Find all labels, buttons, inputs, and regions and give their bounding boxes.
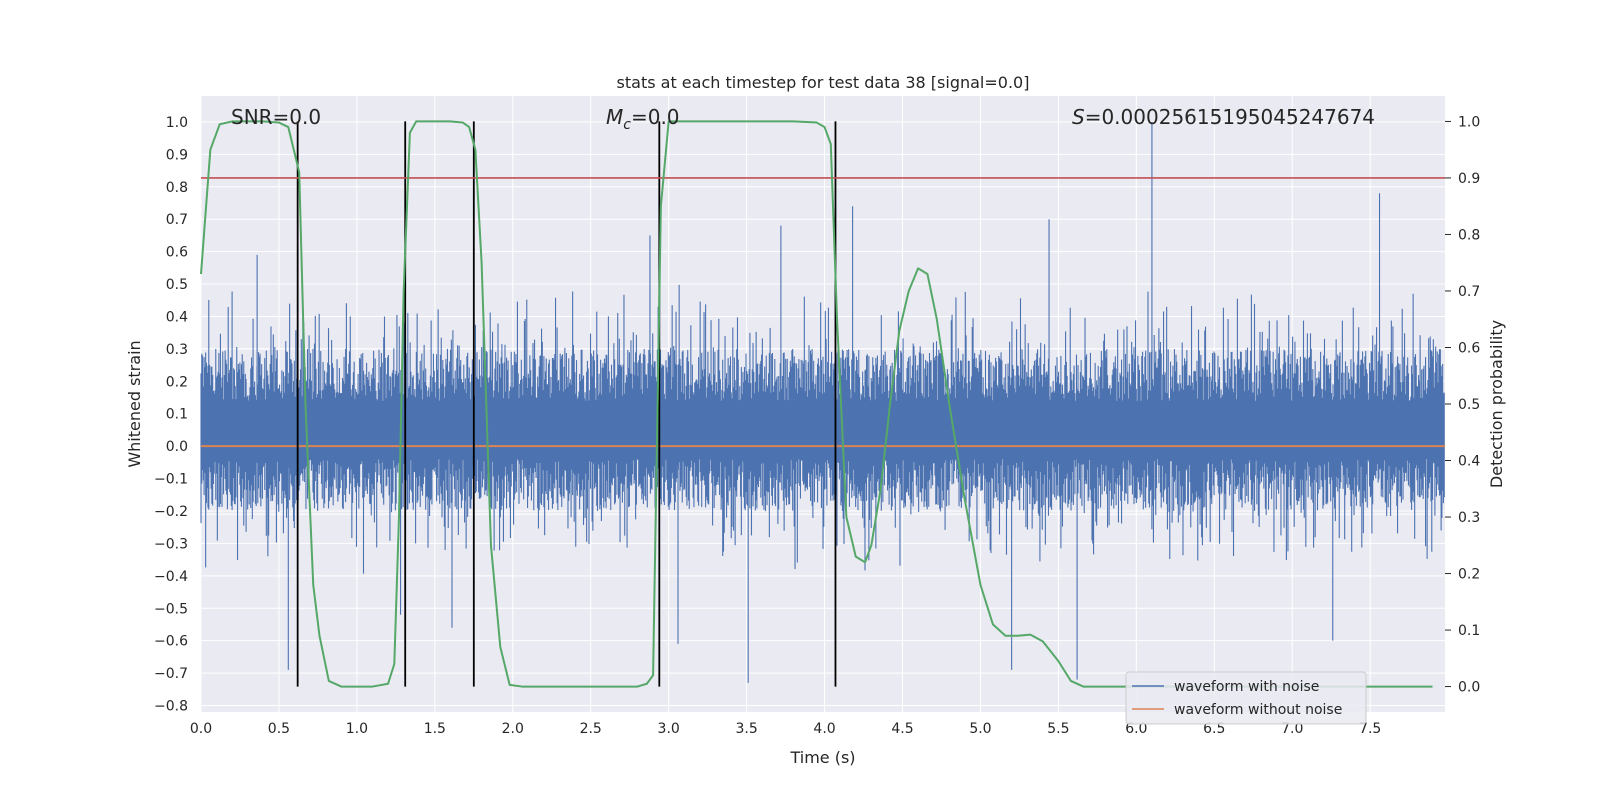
snr-annotation: SNR=0.0: [231, 105, 321, 129]
x-tick-label: 3.5: [735, 721, 757, 737]
chirp-mass-subscript: c: [623, 117, 631, 133]
y-right-tick-label: 0.6: [1458, 340, 1480, 356]
y-left-tick-labels: −0.8 −0.7 −0.6 −0.5 −0.4 −0.3 −0.2 −0.1 0.0 0.1 0.…: [154, 115, 188, 715]
y-right-tick-label: 0.5: [1458, 397, 1480, 413]
y-left-tick-label: 0.3: [166, 342, 188, 358]
noise-waveform: [200, 121, 1445, 683]
x-tick-label: 7.5: [1359, 721, 1381, 737]
x-tick-label: 1.0: [346, 721, 368, 737]
y-left-tick-label: 0.8: [166, 180, 188, 196]
y-right-tick-label: 0.1: [1458, 623, 1480, 639]
x-tick-label: 0.0: [190, 721, 212, 737]
y-right-tick-label: 0.8: [1458, 227, 1480, 243]
y-left-tick-label: −0.2: [154, 504, 188, 520]
x-tick-label: 7.0: [1281, 721, 1303, 737]
x-tick-label: 0.5: [268, 721, 290, 737]
statistic-symbol: S: [1072, 105, 1085, 129]
x-tick-labels: 0.0 0.5 1.0 1.5 2.0 2.5 3.0 3.5 4.0 4.5 5.0 5.5 6.0 6…: [190, 721, 1381, 737]
y-right-tick-label: 1.0: [1458, 114, 1480, 130]
x-tick-label: 6.0: [1125, 721, 1147, 737]
y-left-tick-label: −0.1: [154, 472, 188, 488]
y-left-tick-label: 0.5: [166, 277, 188, 293]
y-right-tick-label: 0.3: [1458, 510, 1480, 526]
x-tick-label: 6.5: [1203, 721, 1225, 737]
x-tick-label: 4.5: [891, 721, 913, 737]
y-left-tick-label: −0.4: [154, 569, 188, 585]
x-tick-label: 1.5: [424, 721, 446, 737]
x-tick-label: 4.0: [813, 721, 835, 737]
legend: waveform with noise waveform without noi…: [1125, 671, 1367, 725]
y-left-tick-label: −0.8: [154, 699, 188, 715]
y-left-tick-label: 1.0: [166, 115, 188, 131]
legend-label-noise: waveform with noise: [1174, 679, 1319, 695]
chirp-mass-value: =0.0: [631, 105, 680, 129]
x-tick-label: 2.5: [580, 721, 602, 737]
chirp-mass-symbol: M: [606, 105, 623, 129]
y-right-tick-label: 0.4: [1458, 454, 1480, 470]
event-lines: [296, 121, 837, 687]
y-right-tick-label: 0.0: [1458, 680, 1480, 696]
y-right-tick-label: 0.7: [1458, 284, 1480, 300]
y-left-tick-label: −0.5: [154, 601, 188, 617]
y-left-tick-label: 0.4: [166, 309, 188, 325]
y-left-tick-label: 0.6: [166, 245, 188, 261]
statistic-annotation: S=0.0002561519504524767​4: [1072, 105, 1375, 129]
y-left-tick-label: −0.7: [154, 666, 188, 682]
y-left-tick-label: 0.1: [166, 407, 188, 423]
y-right-axis-label: Detection probability: [1487, 320, 1506, 488]
noise-series-path: [200, 121, 1445, 683]
y-right-tick-label: 0.9: [1458, 171, 1480, 187]
y-left-tick-label: −0.6: [154, 634, 188, 650]
y-left-tick-label: 0.9: [166, 147, 188, 163]
y-right-tick-label: 0.2: [1458, 567, 1480, 583]
x-tick-label: 5.5: [1047, 721, 1069, 737]
y-right-tick-labels: 0.0 0.1 0.2 0.3 0.4 0.5 0.6 0.7 0.8 0.9 1.0: [1445, 114, 1480, 696]
x-tick-label: 5.0: [969, 721, 991, 737]
y-left-axis-label: Whitened strain: [125, 340, 144, 467]
probability-series-path: [200, 120, 1433, 688]
x-axis-label: Time (s): [789, 748, 855, 767]
y-left-tick-label: 0.2: [166, 374, 188, 390]
legend-label-clean: waveform without noise: [1174, 702, 1342, 718]
y-left-tick-label: −0.3: [154, 536, 188, 552]
x-tick-label: 2.0: [502, 721, 524, 737]
chart-title: stats at each timestep for test data 38 …: [617, 73, 1030, 92]
chirp-mass-annotation: Mc=0.0: [606, 105, 680, 133]
legend-box: [1125, 671, 1367, 725]
y-left-tick-label: 0.0: [166, 439, 188, 455]
probability-curve: [200, 120, 1433, 688]
x-tick-label: 3.0: [658, 721, 680, 737]
y-left-tick-label: 0.7: [166, 212, 188, 228]
statistic-value: =0.0002561519504524767​4: [1085, 105, 1375, 129]
